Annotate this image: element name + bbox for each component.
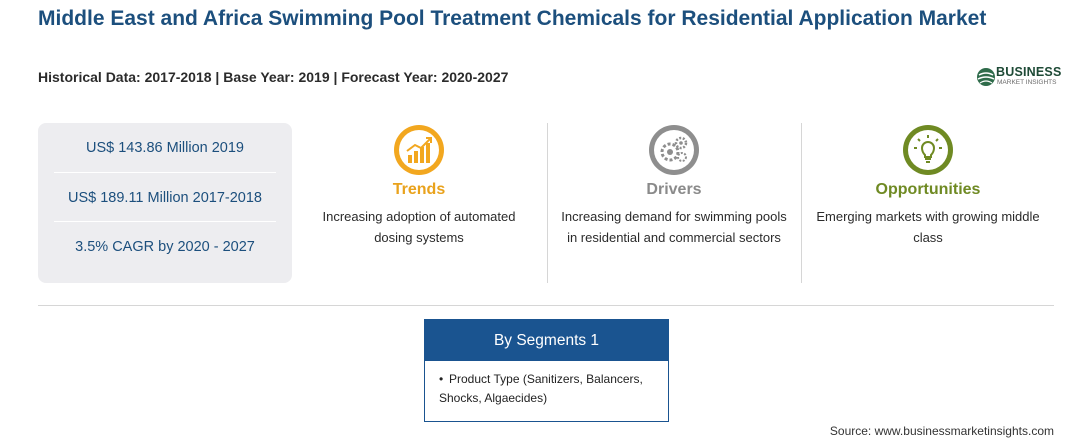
segments-box: By Segments 1 • Product Type (Sanitizers,… — [424, 319, 669, 422]
logo-name: BUSINESS — [996, 65, 1062, 79]
stat-divider — [54, 221, 276, 222]
page-subtitle: Historical Data: 2017-2018 | Base Year: … — [38, 69, 509, 85]
rising-chart-icon — [394, 125, 444, 175]
brand-logo: BUSINESS MARKET INSIGHTS — [974, 64, 1064, 90]
drivers-column: Drivers Increasing demand for swimming p… — [556, 124, 792, 248]
gears-icon — [649, 125, 699, 175]
stat-market-size-historical: US$ 189.11 Million 2017-2018 — [67, 190, 262, 206]
segment-item: • Product Type (Sanitizers, Balancers, Sh… — [439, 372, 643, 405]
segment-item-text: Product Type (Sanitizers, Balancers, Sho… — [439, 372, 643, 405]
section-divider — [38, 305, 1054, 306]
source-note: Source: www.businessmarketinsights.com — [829, 424, 1054, 438]
logo-tagline: MARKET INSIGHTS — [997, 79, 1057, 86]
lightbulb-icon — [903, 125, 953, 175]
segments-list: • Product Type (Sanitizers, Balancers, Sh… — [425, 361, 668, 408]
drivers-text: Increasing demand for swimming pools in … — [561, 209, 787, 245]
opportunities-text: Emerging markets with growing middle cla… — [816, 209, 1040, 245]
trends-text: Increasing adoption of automated dosing … — [322, 209, 516, 245]
stat-cagr: 3.5% CAGR by 2020 - 2027 — [75, 239, 255, 255]
stat-market-size-2019: US$ 143.86 Million 2019 — [86, 140, 244, 156]
drivers-heading: Drivers — [646, 181, 702, 198]
key-stats-panel: US$ 143.86 Million 2019 US$ 189.11 Milli… — [38, 123, 292, 283]
trends-heading: Trends — [392, 181, 446, 198]
segments-heading: By Segments 1 — [425, 320, 668, 361]
globe-logo-icon — [977, 68, 995, 86]
opportunities-heading: Opportunities — [875, 181, 981, 198]
opportunities-column: Opportunities Emerging markets with grow… — [810, 124, 1046, 248]
page-title: Middle East and Africa Swimming Pool Tre… — [38, 7, 987, 30]
column-divider — [801, 123, 802, 283]
trends-column: Trends Increasing adoption of automated … — [301, 124, 537, 248]
column-divider — [547, 123, 548, 283]
stat-divider — [54, 172, 276, 173]
